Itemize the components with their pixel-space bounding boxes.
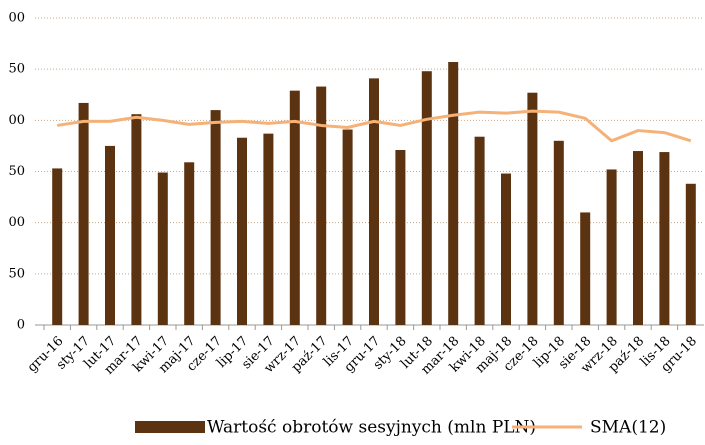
legend-label: SMA(12): [590, 418, 666, 438]
bar: [289, 90, 300, 325]
bar: [527, 92, 538, 325]
bar: [157, 172, 168, 325]
bar: [633, 151, 643, 325]
bar: [369, 78, 379, 325]
bar: [421, 71, 432, 325]
y-tick-label: 0: [17, 318, 25, 333]
y-tick-label: 50: [8, 164, 25, 179]
bar: [210, 110, 221, 325]
bar: [685, 183, 696, 325]
sma-line: [56, 109, 692, 143]
bar: [474, 136, 485, 325]
y-tick-label: 00: [8, 113, 25, 128]
bar: [395, 150, 406, 325]
bar: [105, 145, 115, 325]
bar: [131, 114, 142, 326]
bar: [580, 212, 591, 325]
bar: [78, 102, 89, 325]
y-tick-label: 00: [8, 215, 25, 230]
bar: [606, 169, 617, 325]
y-tick-label: 50: [8, 266, 25, 281]
legend-label: Wartość obrotów sesyjnych (mln PLN): [207, 418, 536, 438]
y-tick-label: 00: [8, 11, 25, 26]
bar: [501, 173, 511, 325]
bar: [316, 86, 327, 326]
bar: [553, 140, 564, 325]
y-tick-label: 50: [8, 62, 25, 77]
bar: [448, 62, 459, 326]
bar: [659, 152, 670, 325]
legend: Wartość obrotów sesyjnych (mln PLN) SMA(1…: [135, 418, 666, 438]
bar: [263, 133, 274, 325]
bar: [52, 168, 63, 325]
bar: [342, 129, 353, 325]
bar: [237, 137, 247, 325]
legend-swatch: [135, 421, 205, 433]
bar: [184, 162, 195, 325]
